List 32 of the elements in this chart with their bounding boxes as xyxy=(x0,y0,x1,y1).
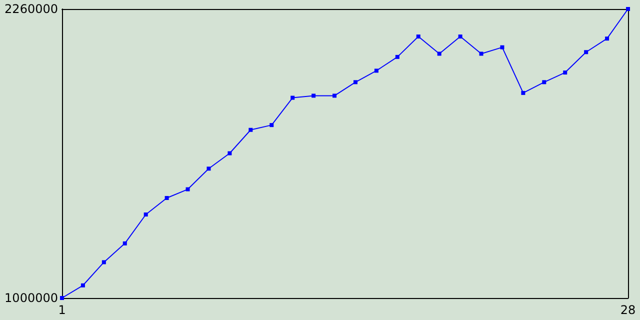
point xyxy=(353,80,358,84)
point xyxy=(80,283,85,288)
point xyxy=(395,54,400,59)
point xyxy=(458,34,462,39)
point xyxy=(500,45,504,50)
point xyxy=(416,34,420,39)
y-tick-label: 1000000 xyxy=(4,291,58,305)
point xyxy=(605,36,610,41)
point xyxy=(312,94,316,98)
point xyxy=(102,260,106,264)
point xyxy=(542,80,546,84)
x-tick-label: 28 xyxy=(620,303,636,317)
point xyxy=(186,187,190,192)
x-tick-label: 1 xyxy=(58,303,66,317)
point xyxy=(332,94,337,98)
point xyxy=(144,212,148,217)
point xyxy=(228,151,232,156)
point xyxy=(626,7,630,11)
point xyxy=(563,70,568,75)
point xyxy=(290,96,295,100)
point xyxy=(206,166,211,171)
point xyxy=(122,241,127,246)
point xyxy=(437,52,442,56)
point xyxy=(374,68,378,73)
point xyxy=(248,128,253,132)
point xyxy=(479,52,484,56)
point xyxy=(521,90,526,95)
point xyxy=(270,123,274,128)
y-tick-label: 2260000 xyxy=(4,2,58,16)
point xyxy=(164,196,169,200)
point xyxy=(584,50,588,54)
point xyxy=(60,296,64,300)
